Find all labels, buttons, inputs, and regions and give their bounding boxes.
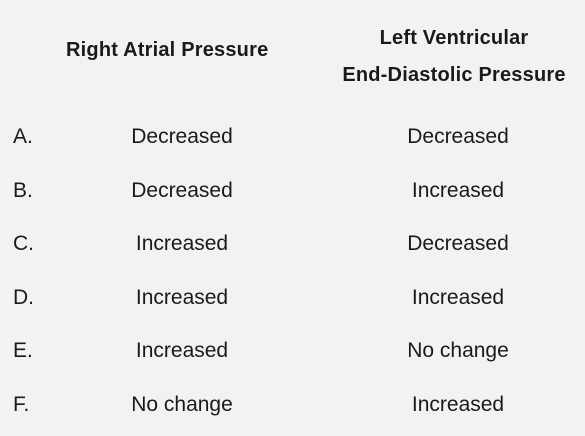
option-row-d[interactable]: D. Increased Increased [0, 286, 585, 316]
header-right-atrial-pressure: Right Atrial Pressure [66, 39, 269, 61]
lv-edp-value: Decreased [407, 232, 509, 255]
option-letter: C. [13, 232, 34, 255]
option-row-c[interactable]: C. Increased Decreased [0, 232, 585, 262]
option-row-f[interactable]: F. No change Increased [0, 393, 585, 423]
header-lv-line-2: End-Diastolic Pressure [342, 64, 566, 86]
lv-edp-value: Decreased [407, 125, 509, 148]
right-atrial-value: No change [131, 393, 233, 416]
header-lv-end-diastolic-pressure: Left Ventricular End-Diastolic Pressure [325, 20, 583, 94]
option-row-a[interactable]: A. Decreased Decreased [0, 125, 585, 155]
lv-edp-value: Increased [411, 393, 505, 416]
option-letter: B. [13, 179, 33, 202]
option-letter: A. [13, 125, 33, 148]
right-atrial-value: Increased [135, 286, 229, 309]
option-letter: E. [13, 339, 33, 362]
right-atrial-value: Increased [135, 232, 229, 255]
lv-edp-value: No change [407, 339, 509, 362]
right-atrial-value: Decreased [131, 179, 233, 202]
option-letter: D. [13, 286, 34, 309]
lv-edp-value: Increased [411, 286, 505, 309]
option-row-b[interactable]: B. Decreased Increased [0, 179, 585, 209]
option-row-e[interactable]: E. Increased No change [0, 339, 585, 369]
right-atrial-value: Increased [135, 339, 229, 362]
right-atrial-value: Decreased [131, 125, 233, 148]
option-letter: F. [13, 393, 30, 416]
header-lv-line-1: Left Ventricular [379, 27, 529, 49]
lv-edp-value: Increased [411, 179, 505, 202]
